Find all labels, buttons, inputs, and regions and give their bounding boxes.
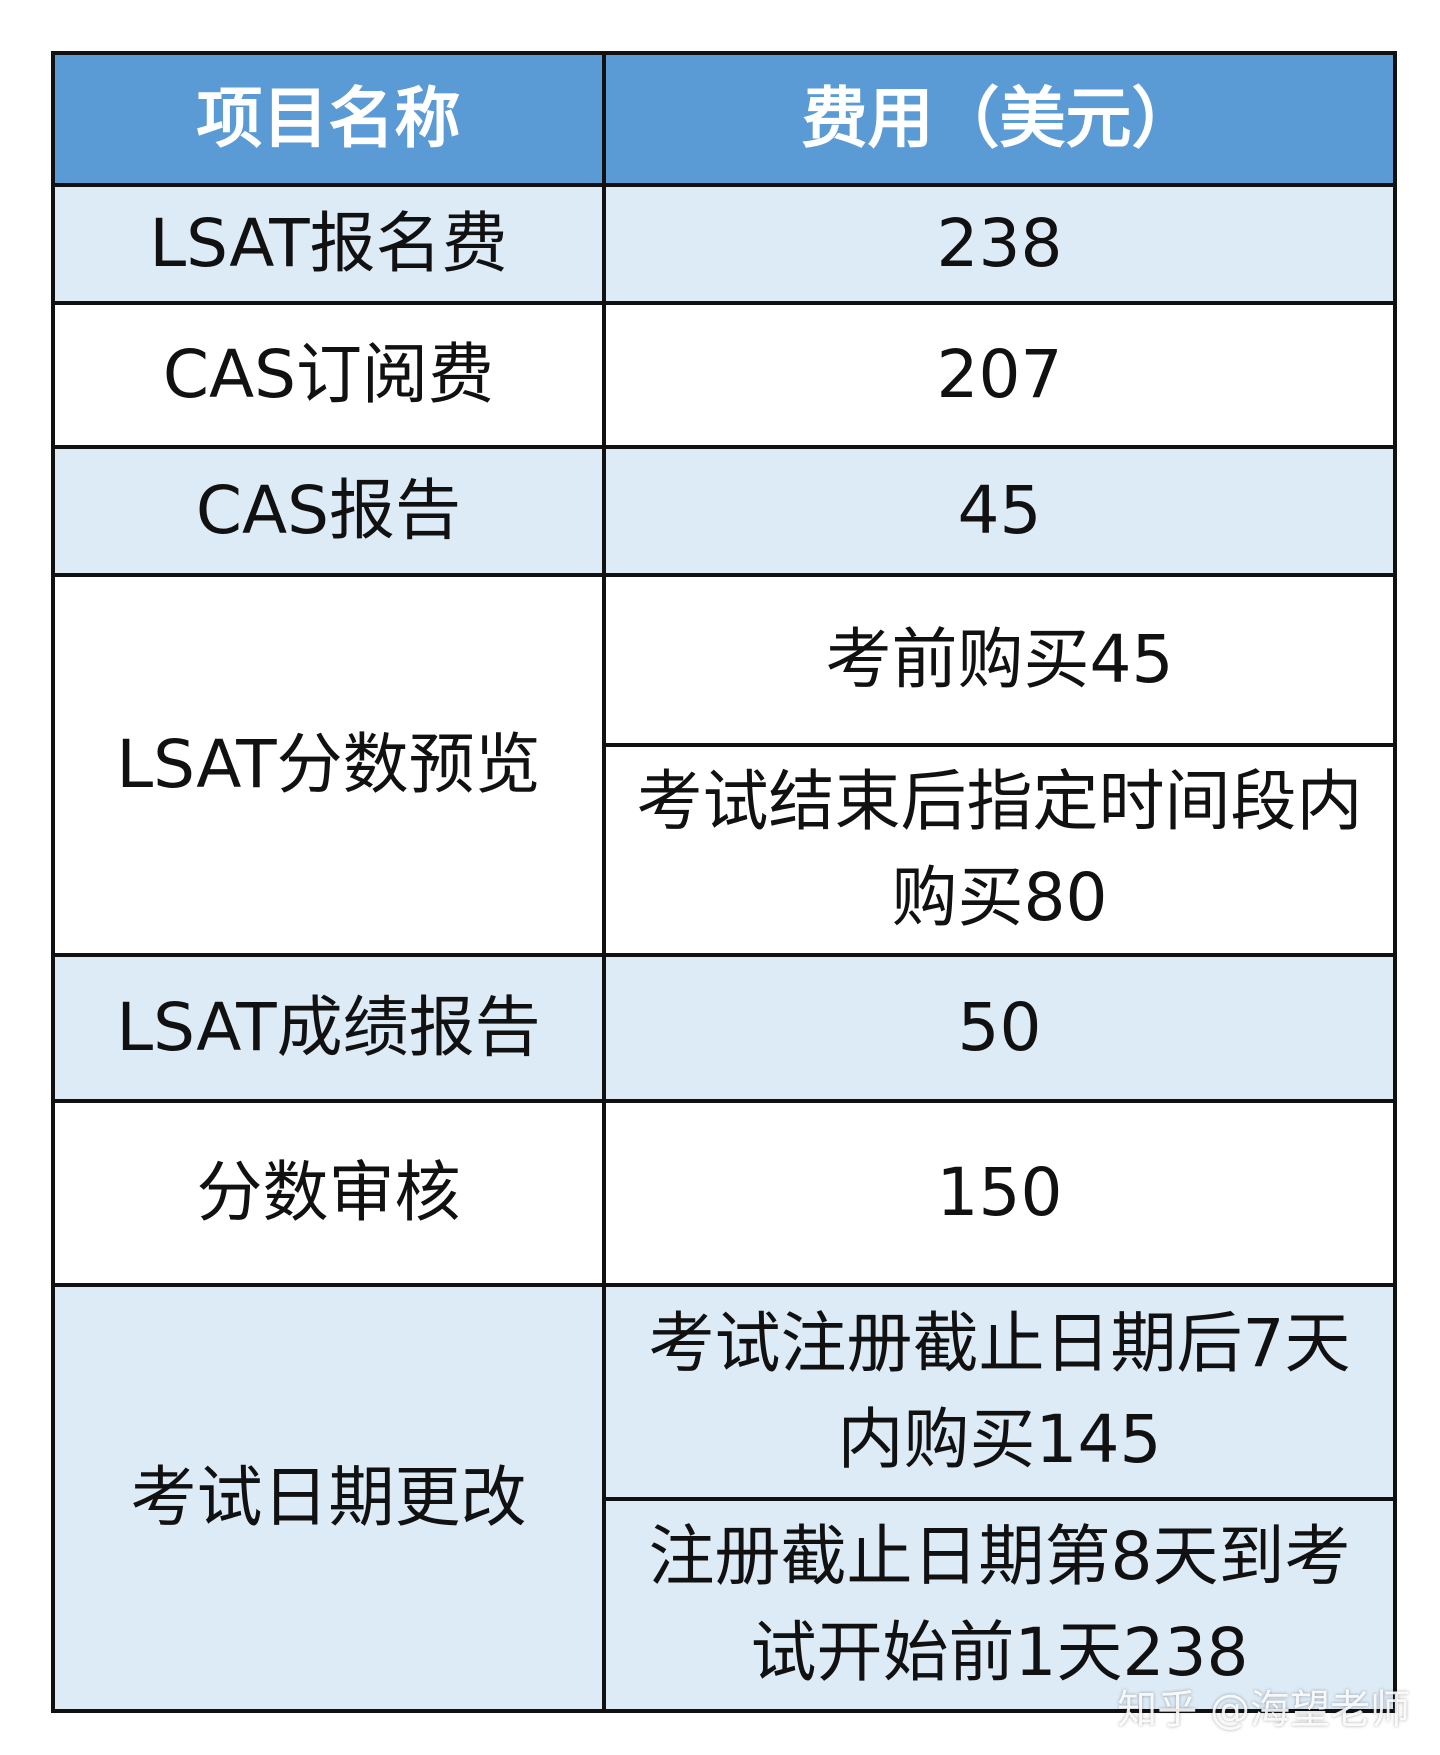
watermark-text: 知乎 @海望老师 — [1117, 1687, 1410, 1733]
fee-cell: 50 — [602, 953, 1397, 1103]
fee-cell: 238 — [602, 183, 1397, 305]
table-row: LSAT报名费 238 — [51, 183, 1397, 305]
fee-cell: 207 — [602, 301, 1397, 449]
table-row: LSAT分数预览 考前购买45 — [51, 573, 1397, 957]
table-header: 项目名称 费用（美元） — [51, 51, 1397, 187]
fee-cell: 45 — [602, 445, 1397, 577]
table-row: 考试日期更改 考试注册截止日期后7天内购买145 — [51, 1283, 1397, 1713]
item-cell: LSAT分数预览 — [51, 573, 606, 957]
fee-cell: 考前购买45 — [602, 573, 1397, 747]
table-row: CAS报告 45 — [51, 445, 1397, 577]
fee-table: 项目名称 费用（美元） LSAT报名费 238 CAS订阅费 207 CAS报告… — [51, 51, 1397, 1713]
fee-cell: 注册截止日期第8天到考试开始前1天238 — [602, 1497, 1397, 1713]
item-cell: 分数审核 — [51, 1099, 606, 1287]
fee-cell: 150 — [602, 1099, 1397, 1287]
fee-cell: 考试注册截止日期后7天内购买145 — [602, 1283, 1397, 1501]
item-cell: LSAT报名费 — [51, 183, 606, 305]
fee-cell: 考试结束后指定时间段内购买80 — [602, 743, 1397, 957]
item-cell: 考试日期更改 — [51, 1283, 606, 1713]
item-cell: CAS报告 — [51, 445, 606, 577]
item-cell: LSAT成绩报告 — [51, 953, 606, 1103]
item-cell: CAS订阅费 — [51, 301, 606, 449]
table-row: CAS订阅费 207 — [51, 301, 1397, 449]
table-row: LSAT成绩报告 50 — [51, 953, 1397, 1103]
table-row: 分数审核 150 — [51, 1099, 1397, 1287]
header-fee: 费用（美元） — [602, 51, 1397, 187]
header-item: 项目名称 — [51, 51, 606, 187]
